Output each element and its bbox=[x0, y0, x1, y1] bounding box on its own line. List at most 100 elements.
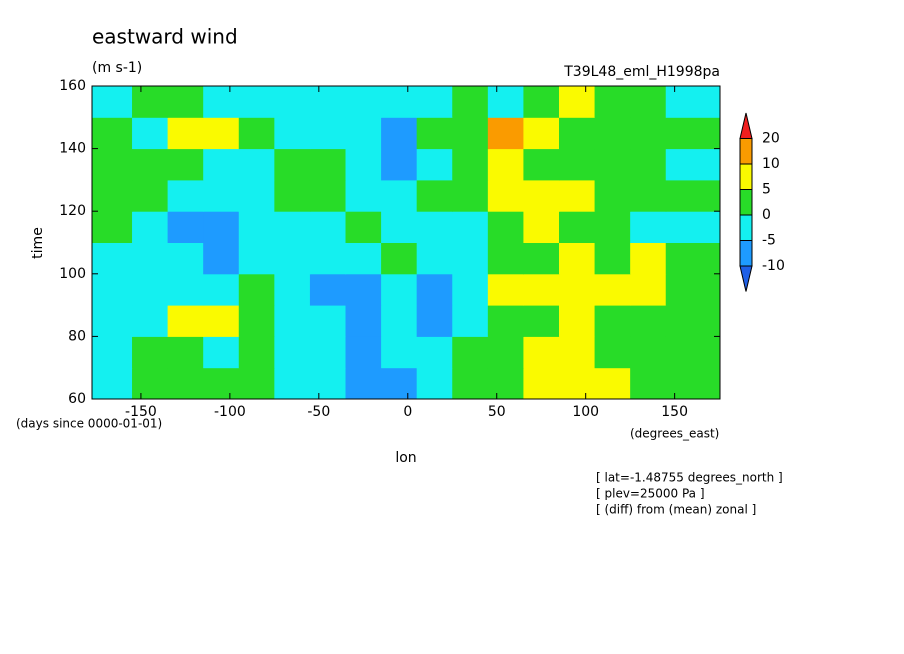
contour-cell bbox=[92, 179, 133, 212]
contour-cell bbox=[92, 273, 133, 306]
x-units: (degrees_east) bbox=[630, 427, 719, 441]
x-tick-label: -100 bbox=[214, 404, 246, 420]
contour-cell bbox=[238, 179, 275, 212]
contour-cell bbox=[594, 86, 631, 118]
contour-cell bbox=[594, 148, 631, 181]
contour-cell bbox=[452, 179, 489, 212]
plot-frame bbox=[91, 85, 721, 400]
contour-cell bbox=[665, 336, 721, 369]
contour-cell bbox=[452, 86, 489, 118]
contour-cell bbox=[309, 211, 347, 243]
contour-cell bbox=[345, 86, 382, 118]
contour-cell bbox=[594, 336, 631, 369]
contour-cell bbox=[594, 179, 631, 212]
contour-cell bbox=[92, 305, 133, 337]
contour-cell bbox=[630, 211, 667, 243]
contour-cell bbox=[92, 117, 133, 150]
contour-cell bbox=[665, 273, 721, 306]
contour-cell bbox=[558, 86, 596, 118]
contour-cell bbox=[345, 336, 382, 369]
colorbar-label: 20 bbox=[762, 131, 780, 147]
contour-cell bbox=[416, 86, 453, 118]
contour-cell bbox=[381, 336, 418, 369]
contour-cell bbox=[630, 148, 667, 181]
contour-cell bbox=[274, 179, 311, 212]
contour-cell bbox=[345, 211, 382, 243]
y-tick-label: 60 bbox=[68, 391, 86, 407]
contour-cell bbox=[381, 117, 418, 150]
contour-cell bbox=[345, 367, 382, 400]
contour-cell bbox=[416, 305, 453, 337]
contour-cell bbox=[487, 242, 524, 275]
contour-cell bbox=[203, 242, 240, 275]
run-name: T39L48_eml_H1998pa bbox=[563, 64, 720, 80]
contour-cell bbox=[381, 367, 418, 400]
contour-cell bbox=[167, 367, 204, 400]
contour-cell bbox=[167, 211, 204, 243]
contour-cell bbox=[309, 148, 347, 181]
contour-cell bbox=[487, 367, 524, 400]
contour-cell bbox=[416, 211, 453, 243]
contour-cell bbox=[132, 117, 169, 150]
contour-cell bbox=[274, 367, 311, 400]
contour-cell bbox=[203, 367, 240, 400]
contour-cell bbox=[558, 305, 596, 337]
contour-cell bbox=[487, 148, 524, 181]
contour-cell bbox=[309, 179, 347, 212]
contour-cell bbox=[92, 148, 133, 181]
contour-cell bbox=[345, 148, 382, 181]
contour-cell bbox=[92, 211, 133, 243]
contour-cell bbox=[523, 367, 560, 400]
contour-cell bbox=[274, 242, 311, 275]
contour-cell bbox=[452, 211, 489, 243]
contour-cell bbox=[523, 336, 560, 369]
y-tick-label: 140 bbox=[59, 141, 86, 157]
contour-cell bbox=[92, 86, 133, 118]
x-tick-label: 100 bbox=[572, 404, 599, 420]
contour-cell bbox=[487, 211, 524, 243]
contour-cell bbox=[238, 273, 275, 306]
contour-cell bbox=[92, 242, 133, 275]
contour-cell bbox=[452, 336, 489, 369]
contour-cell bbox=[274, 305, 311, 337]
contour-cell bbox=[345, 273, 382, 306]
contour-cell bbox=[345, 242, 382, 275]
contour-cell bbox=[630, 367, 667, 400]
contour-cell bbox=[345, 305, 382, 337]
contour-cell bbox=[132, 179, 169, 212]
annotation: [ plev=25000 Pa ] bbox=[596, 487, 705, 501]
contour-cell bbox=[274, 273, 311, 306]
contour-cell bbox=[132, 305, 169, 337]
contour-cell bbox=[238, 367, 275, 400]
y-axis-label: time bbox=[30, 227, 46, 259]
contour-cell bbox=[665, 242, 721, 275]
colorbar-label: 5 bbox=[762, 182, 771, 198]
colorbar-box bbox=[739, 189, 753, 216]
colorbar-label: -10 bbox=[762, 258, 785, 274]
contour-cell bbox=[558, 273, 596, 306]
colorbar-box bbox=[739, 138, 753, 165]
contour-cell bbox=[523, 273, 560, 306]
contour-cell bbox=[487, 117, 524, 150]
contour-cell bbox=[452, 117, 489, 150]
contour-cell bbox=[630, 336, 667, 369]
contour-cell bbox=[558, 367, 596, 400]
contour-cell bbox=[594, 305, 631, 337]
colorbar-box bbox=[739, 214, 753, 241]
contour-cell bbox=[203, 117, 240, 150]
chart-title: eastward wind bbox=[92, 25, 238, 49]
contour-cell bbox=[558, 211, 596, 243]
contour-cell bbox=[167, 117, 204, 150]
contour-cell bbox=[558, 242, 596, 275]
contour-cell bbox=[167, 86, 204, 118]
contour-cell bbox=[416, 117, 453, 150]
contour-cell bbox=[665, 179, 721, 212]
contour-cell bbox=[416, 148, 453, 181]
contour-cell bbox=[630, 242, 667, 275]
contour-cell bbox=[274, 336, 311, 369]
x-tick-label: -50 bbox=[307, 404, 330, 420]
x-tick-label: 0 bbox=[403, 404, 412, 420]
contour-cell bbox=[594, 242, 631, 275]
contour-cell bbox=[132, 367, 169, 400]
contour-cell bbox=[309, 336, 347, 369]
